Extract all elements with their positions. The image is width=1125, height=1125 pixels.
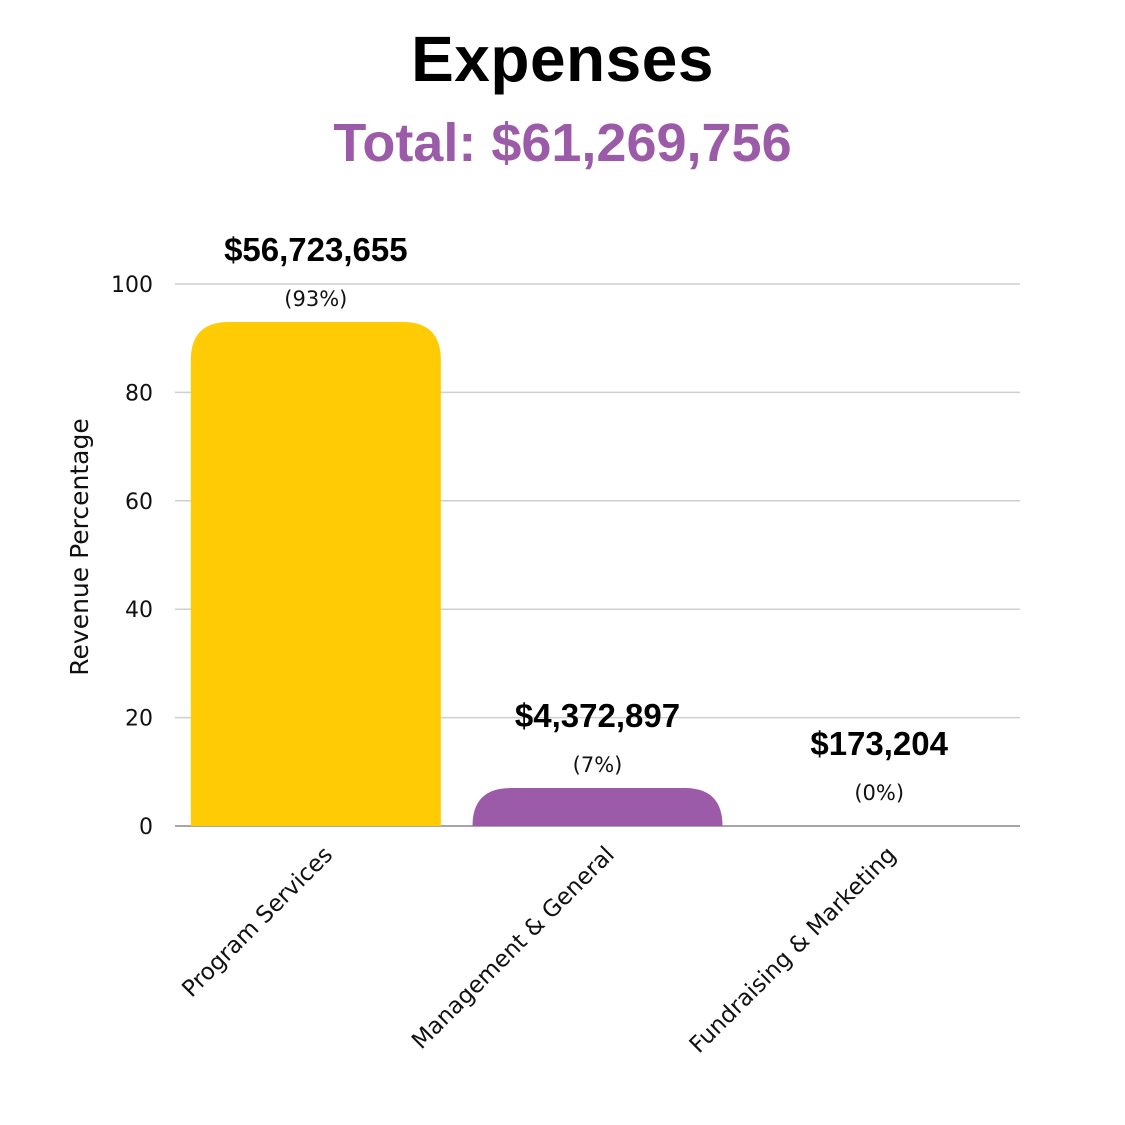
y-tick-label: 0: [139, 815, 153, 840]
x-tick-label: Fundraising & Marketing: [685, 842, 902, 1059]
value-label: $4,372,897: [515, 697, 680, 734]
x-axis-categories: Program Services Management & General Fund…: [177, 842, 901, 1059]
data-labels: $56,723,655 (93%) $4,372,897 (7%) $173,204 (0…: [224, 231, 949, 805]
chart-subtitle: Total: $61,269,756: [333, 113, 792, 173]
y-tick-label: 20: [125, 707, 153, 732]
x-tick-label: Management & General: [407, 842, 620, 1055]
percent-label: (0%): [854, 781, 904, 805]
bar: [190, 321, 441, 826]
bar: [472, 788, 723, 826]
y-tick-label: 80: [125, 381, 153, 406]
y-tick-label: 100: [111, 273, 153, 298]
x-tick-label: Program Services: [177, 842, 338, 1003]
percent-label: (93%): [284, 287, 347, 311]
value-label: $56,723,655: [224, 231, 408, 268]
y-tick-label: 40: [125, 598, 153, 623]
bars: [190, 321, 723, 826]
y-axis-label: Revenue Percentage: [65, 418, 94, 675]
y-tick-label: 60: [125, 490, 153, 515]
chart-title: Expenses: [411, 23, 714, 95]
y-axis-ticks: 0 20 40 60 80 100: [111, 273, 153, 840]
value-label: $173,204: [810, 725, 948, 762]
percent-label: (7%): [573, 753, 623, 777]
